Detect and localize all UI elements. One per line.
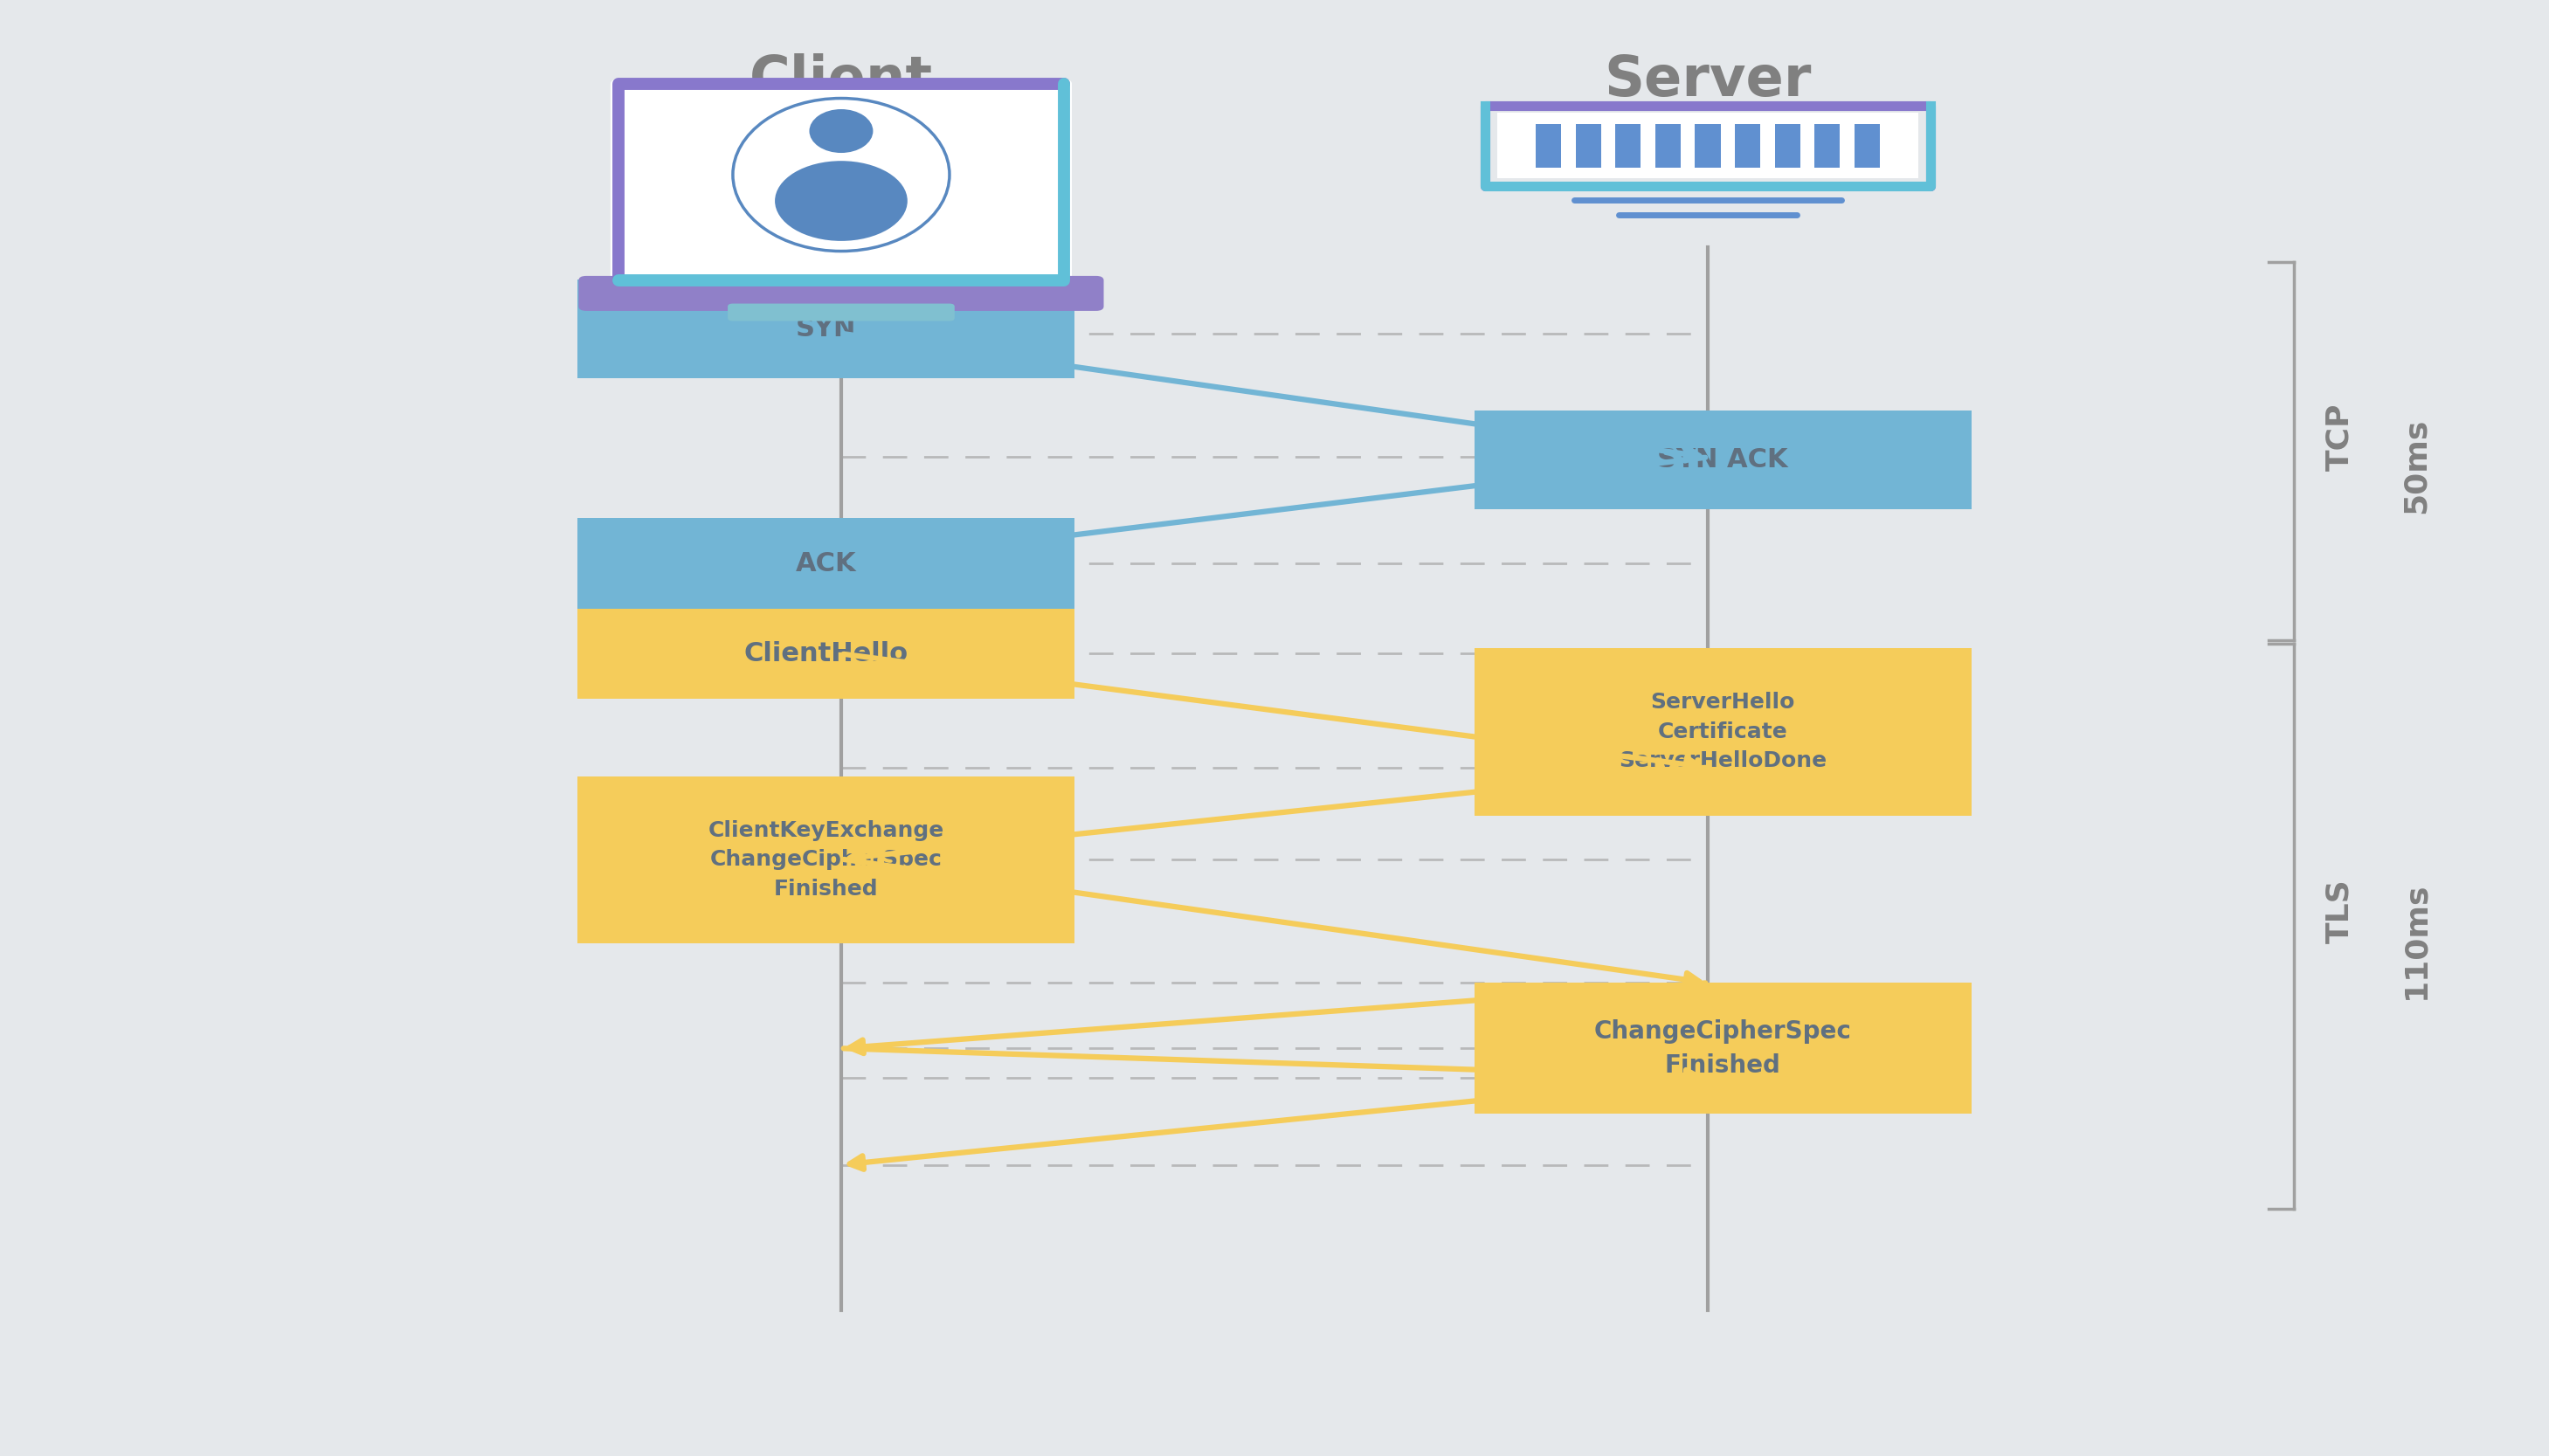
FancyBboxPatch shape	[579, 277, 1104, 312]
FancyBboxPatch shape	[1473, 648, 1970, 815]
Ellipse shape	[811, 109, 872, 153]
Text: ClientKeyExchange
ChangeCipherSpec
Finished: ClientKeyExchange ChangeCipherSpec Finis…	[709, 820, 943, 900]
Text: TLS: TLS	[2325, 879, 2355, 943]
FancyBboxPatch shape	[612, 80, 1071, 285]
Bar	[1736, 124, 1761, 167]
Bar	[1616, 124, 1642, 167]
Text: 110ms: 110ms	[2401, 882, 2432, 999]
FancyBboxPatch shape	[579, 776, 1076, 943]
Ellipse shape	[775, 160, 907, 242]
FancyBboxPatch shape	[729, 304, 953, 322]
Bar	[1856, 124, 1879, 167]
Bar	[1499, 114, 1917, 179]
Text: 50ms: 50ms	[2401, 418, 2432, 514]
Text: Client: Client	[749, 52, 933, 108]
Text: TCP: TCP	[2325, 403, 2355, 470]
Text: ClientHello: ClientHello	[744, 641, 907, 667]
Bar	[1695, 124, 1721, 167]
Bar	[1654, 124, 1680, 167]
Text: ServerHello
Certificate
ServerHelloDone: ServerHello Certificate ServerHelloDone	[1619, 692, 1828, 772]
FancyBboxPatch shape	[1473, 411, 1970, 510]
Bar	[1575, 124, 1601, 167]
Text: Server: Server	[1603, 52, 1812, 108]
FancyBboxPatch shape	[579, 518, 1076, 609]
FancyBboxPatch shape	[579, 280, 1076, 379]
Text: ChangeCipherSpec
Finished: ChangeCipherSpec Finished	[1593, 1019, 1851, 1077]
FancyBboxPatch shape	[579, 609, 1076, 699]
Bar	[1534, 124, 1560, 167]
FancyBboxPatch shape	[1473, 983, 1970, 1114]
Text: SYN ACK: SYN ACK	[1657, 447, 1787, 473]
Text: SYN: SYN	[795, 316, 856, 342]
Bar	[1815, 124, 1840, 167]
Bar	[1774, 124, 1800, 167]
Text: ACK: ACK	[795, 550, 856, 577]
Bar	[632, 92, 1050, 274]
